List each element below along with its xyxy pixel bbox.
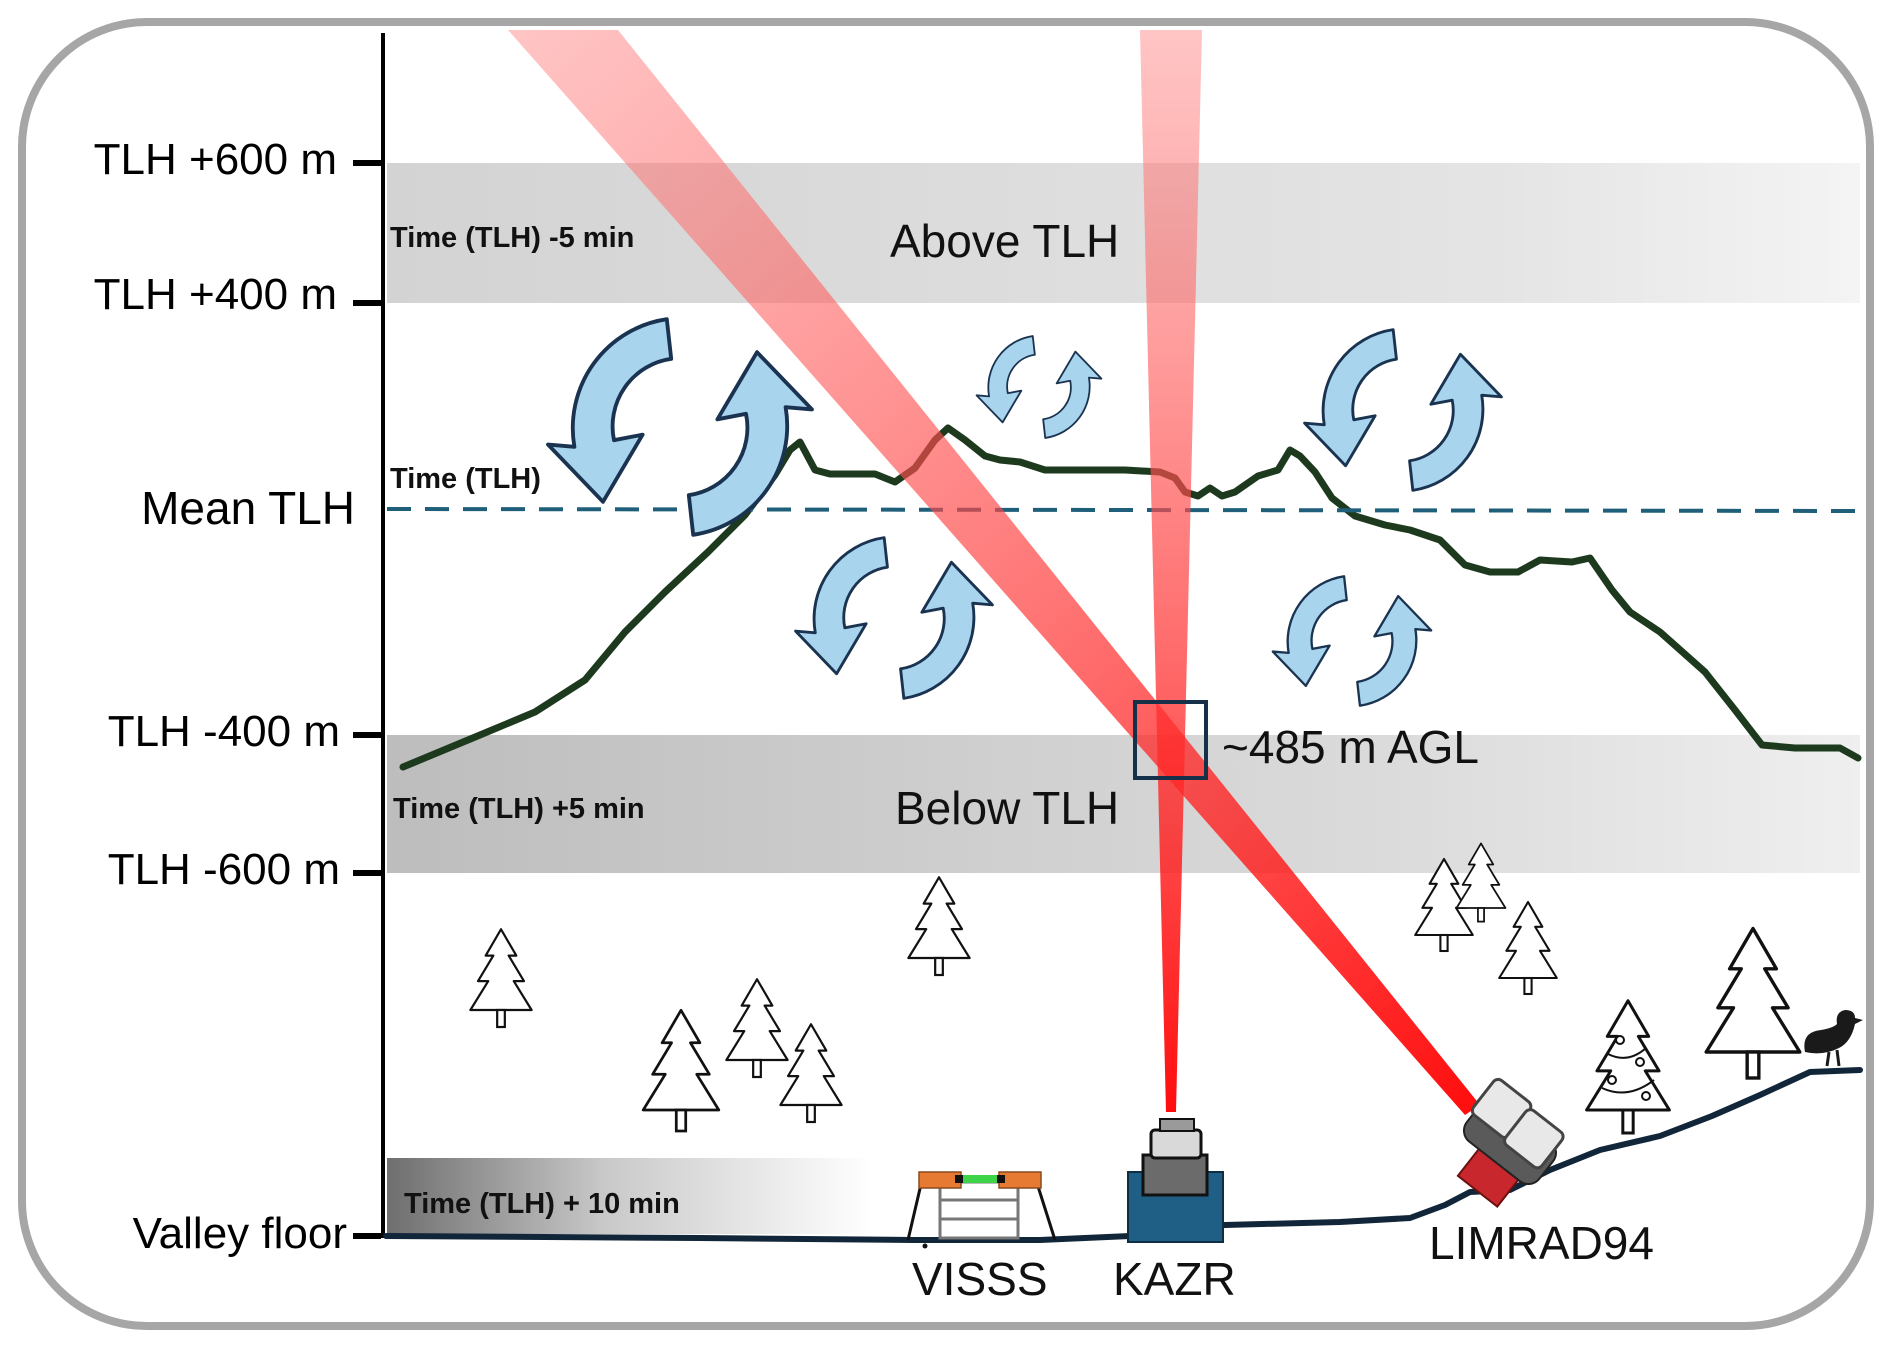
below-time-label: Time (TLH) +5 min <box>393 793 645 825</box>
christmas-tree-icon <box>1585 999 1671 1135</box>
kazr-instrument <box>1127 1118 1224 1243</box>
below-tlh-title: Below TLH <box>895 782 1119 834</box>
ground-line <box>383 1067 1863 1243</box>
kazr-label: KAZR <box>1113 1253 1236 1305</box>
tick-label-tlh-400-below: TLH -400 m <box>108 707 340 756</box>
tick-label-valley-floor: Valley floor <box>133 1209 347 1258</box>
mean-tlh-line <box>386 507 1861 513</box>
limrad94-instrument <box>1456 1077 1565 1209</box>
kazr-vertical-beam <box>1140 30 1202 1112</box>
limrad94-label: LIMRAD94 <box>1429 1217 1654 1269</box>
visss-instrument <box>906 1171 1057 1249</box>
band-valley-floor <box>387 1158 872 1234</box>
limrad-slant-beam <box>508 30 1480 1115</box>
mountain-ridge <box>399 424 1862 771</box>
valley-time-label: Time (TLH) + 10 min <box>404 1188 680 1220</box>
above-time-label: Time (TLH) -5 min <box>390 222 634 254</box>
band-below-tlh <box>387 735 1860 873</box>
above-tlh-title: Above TLH <box>890 215 1119 267</box>
mean-time-label: Time (TLH) <box>390 463 541 495</box>
tick-label-tlh-600-below: TLH -600 m <box>108 845 340 894</box>
intersection-box <box>1133 700 1208 780</box>
band-above-tlh <box>387 163 1860 303</box>
tick-label-tlh-400-above: TLH +400 m <box>94 270 337 319</box>
agl-annotation-label: ~485 m AGL <box>1222 721 1479 773</box>
tick-label-tlh-600-above: TLH +600 m <box>94 135 337 184</box>
visss-label: VISSS <box>912 1253 1048 1305</box>
axis-ticks <box>353 160 381 1239</box>
tick-label-mean-tlh: Mean TLH <box>141 482 355 534</box>
duck-icon <box>1804 1010 1863 1067</box>
